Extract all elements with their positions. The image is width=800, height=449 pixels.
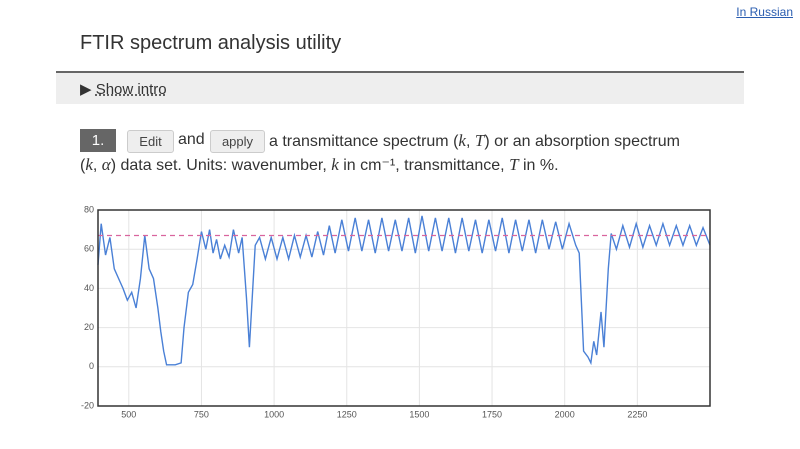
text-run: T xyxy=(509,155,519,174)
x-tick-label: 500 xyxy=(121,409,136,419)
x-tick-label: 1500 xyxy=(409,409,429,419)
intro-bar[interactable]: ▶ Show intro xyxy=(56,73,744,104)
intro-toggle[interactable]: ▶ Show intro xyxy=(80,81,167,98)
y-tick-label: 40 xyxy=(84,283,94,293)
y-tick-label: 0 xyxy=(89,361,94,371)
x-tick-label: 1750 xyxy=(482,409,502,419)
x-tick-label: 1000 xyxy=(264,409,284,419)
page-title: FTIR spectrum analysis utility xyxy=(80,32,342,54)
text-run: k xyxy=(458,131,466,150)
text-run: in cm⁻¹, transmittance, xyxy=(338,157,510,174)
x-tick-label: 2000 xyxy=(555,409,575,419)
text-run: , xyxy=(465,133,475,150)
text-run: ) or an absorption spectrum xyxy=(484,133,680,150)
chart: -20 0 20 40 60 80 500 750 1000 1250 1500 1750 2000 22… xyxy=(81,204,711,419)
intro-label[interactable]: Show intro xyxy=(95,81,167,98)
spectrum-line xyxy=(97,215,711,366)
text-run: ( xyxy=(80,157,86,174)
text-run: T xyxy=(474,131,485,150)
step-text-line: (k, α) data set. Units: wavenumber, k in… xyxy=(80,155,559,175)
edit-button[interactable]: Edit xyxy=(127,130,174,153)
y-tick-label: 80 xyxy=(84,204,94,214)
plot-border xyxy=(97,209,711,407)
y-tick-label: 20 xyxy=(84,322,94,332)
text-run: in %. xyxy=(518,157,559,174)
x-tick-label: 1250 xyxy=(337,409,357,419)
text-run: k xyxy=(85,155,93,174)
text-run: α xyxy=(101,155,111,174)
text-run: k xyxy=(331,155,339,174)
text-run: , xyxy=(92,157,102,174)
x-tick-label: 750 xyxy=(194,409,209,419)
language-link[interactable]: In Russian xyxy=(736,5,793,19)
y-tick-label: 60 xyxy=(84,244,94,254)
divider xyxy=(56,71,744,73)
step-number: 1. xyxy=(80,129,116,152)
text-run: ) data set. Units: wavenumber, xyxy=(110,157,332,174)
text-run: a transmittance spectrum ( xyxy=(269,133,459,150)
step-text: and xyxy=(178,131,205,148)
step-text-line: a transmittance spectrum (k, T) or an ab… xyxy=(269,131,680,151)
x-tick-label: 2250 xyxy=(627,409,647,419)
apply-button[interactable]: apply xyxy=(210,130,265,153)
y-tick-label: -20 xyxy=(81,400,94,410)
